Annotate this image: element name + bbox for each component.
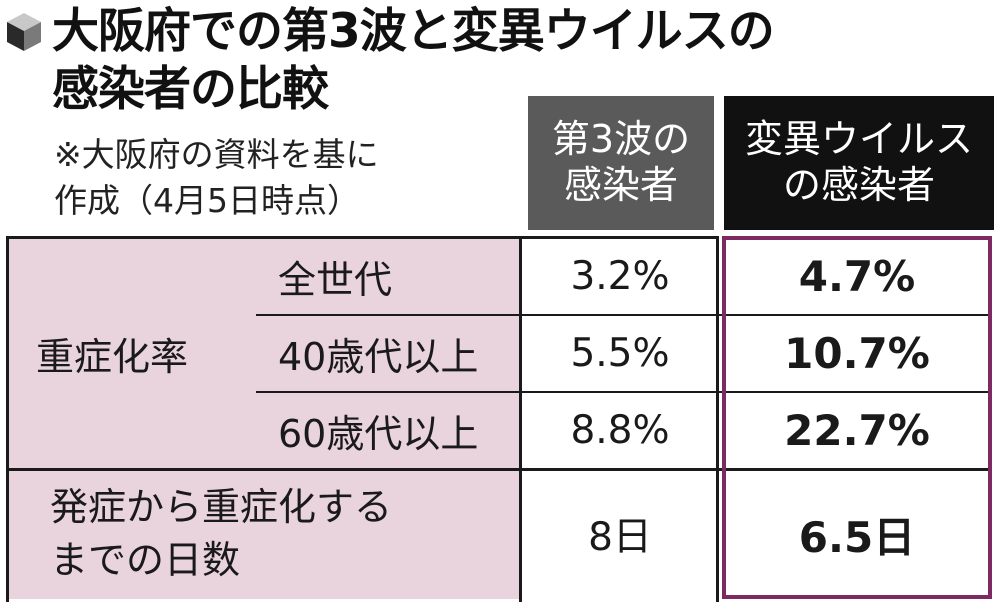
page-title-line2: 感染者の比較 bbox=[52, 62, 329, 117]
days-label-line1: 発症から重症化する bbox=[50, 484, 393, 529]
wave3-value-all-ages: 3.2% bbox=[570, 254, 670, 299]
wave3-value-60s-plus: 8.8% bbox=[570, 408, 670, 453]
page-title-line1: 大阪府での第3波と変異ウイルスの bbox=[52, 4, 775, 59]
table-divider-wave3 bbox=[716, 236, 719, 602]
variant-value-days: 6.5日 bbox=[798, 512, 916, 562]
days-label-line2: までの日数 bbox=[50, 538, 241, 582]
column-header-variant: 変異ウイルス の感染者 bbox=[724, 96, 994, 230]
cube-icon bbox=[7, 13, 41, 51]
table-row-divider-2 bbox=[256, 391, 722, 393]
column-header-wave3-line1: 第3波の bbox=[551, 117, 691, 162]
days-label-cell: 発症から重症化する までの日数 bbox=[8, 469, 520, 599]
table-row-divider-1-variant bbox=[726, 314, 988, 316]
wave3-value-40s-plus: 5.5% bbox=[570, 331, 670, 376]
source-note-line2: 作成（4月5日時点） bbox=[54, 181, 360, 220]
column-header-wave3-line2: 感染者 bbox=[563, 163, 678, 207]
source-note-line1: ※大阪府の資料を基に bbox=[54, 135, 379, 174]
severity-label-cell: 重症化率 bbox=[8, 238, 256, 469]
severity-rate-label: 重症化率 bbox=[36, 335, 189, 379]
variant-value-all-ages: 4.7% bbox=[798, 252, 916, 301]
table-row-60s-plus-label: 60歳代以上 bbox=[278, 412, 479, 456]
column-header-variant-line2: の感染者 bbox=[782, 163, 935, 207]
subgroup-label-column bbox=[256, 238, 520, 469]
column-header-wave3: 第3波の 感染者 bbox=[528, 96, 714, 230]
table-row-divider-2-variant bbox=[726, 391, 988, 393]
wave3-value-days: 8日 bbox=[588, 515, 652, 560]
variant-value-60s-plus: 22.7% bbox=[784, 406, 930, 455]
table-divider-labels bbox=[519, 236, 522, 602]
column-header-variant-line1: 変異ウイルス bbox=[744, 117, 973, 162]
table-section-divider bbox=[6, 468, 722, 471]
table-border-top bbox=[6, 236, 522, 239]
table-row-divider-1 bbox=[256, 314, 722, 316]
table-section-divider-variant bbox=[726, 468, 988, 471]
table-border-top-wave3 bbox=[522, 236, 718, 239]
table-border-left bbox=[6, 236, 9, 602]
variant-column-frame bbox=[722, 236, 992, 599]
table-row-all-ages-label: 全世代 bbox=[278, 258, 393, 302]
variant-value-40s-plus: 10.7% bbox=[784, 329, 930, 378]
table-row-40s-plus-label: 40歳代以上 bbox=[278, 335, 479, 379]
